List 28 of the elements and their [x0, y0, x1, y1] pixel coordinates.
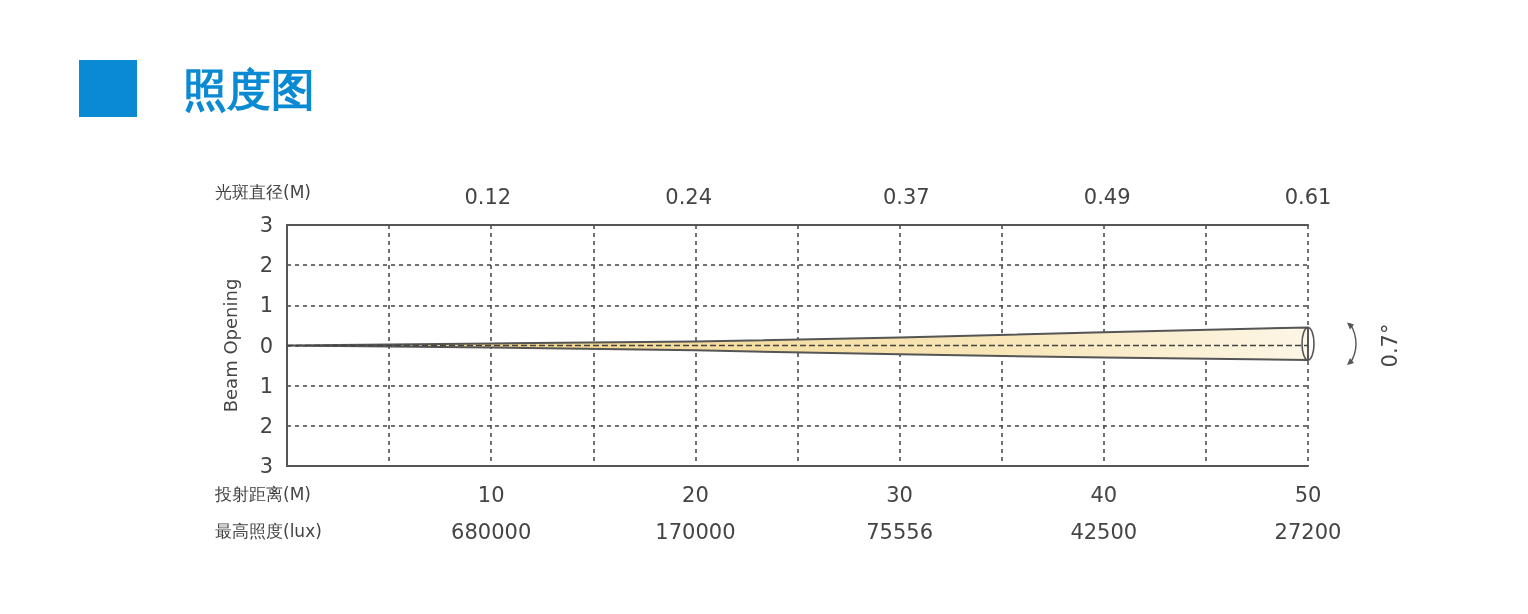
x2-tick-label: 0.61 [1284, 184, 1332, 209]
y-tick-label: 3 [259, 454, 273, 478]
x2-tick-label: 0.37 [882, 184, 930, 209]
text: 27200 [1274, 520, 1342, 544]
text: 最高照度(lux) [215, 520, 322, 541]
text: 75556 [866, 520, 934, 544]
x-axis-title: 投射距离(M) [214, 483, 311, 504]
y-tick-label: 0 [259, 333, 273, 358]
text: 680000 [451, 520, 532, 544]
x-tick-label: 20 [682, 482, 709, 507]
y-axis-title: Beam Opening [219, 278, 241, 413]
text: 170000 [655, 520, 736, 544]
x2-tick-label: 0.49 [1083, 184, 1131, 209]
x-tick-label: 10 [477, 482, 505, 507]
y-tick-label: 1 [259, 293, 273, 318]
x2-tick-label: 0.24 [665, 184, 713, 209]
y-tick-label: 2 [259, 253, 273, 278]
y-tick-label: 1 [259, 373, 273, 398]
y-tick-label: 2 [259, 413, 273, 438]
x2-tick-label: 0.12 [464, 184, 512, 209]
y-tick-label: 3 [259, 213, 273, 237]
x-tick-label: 40 [1090, 482, 1118, 507]
text: 0.7° [1378, 323, 1402, 368]
chart-title: 照度图 [183, 63, 315, 115]
x-tick-label: 30 [886, 482, 913, 507]
text: 42500 [1070, 520, 1138, 544]
x2-axis-title: 光斑直径(M) [215, 181, 311, 202]
x-tick-label: 50 [1294, 482, 1322, 507]
